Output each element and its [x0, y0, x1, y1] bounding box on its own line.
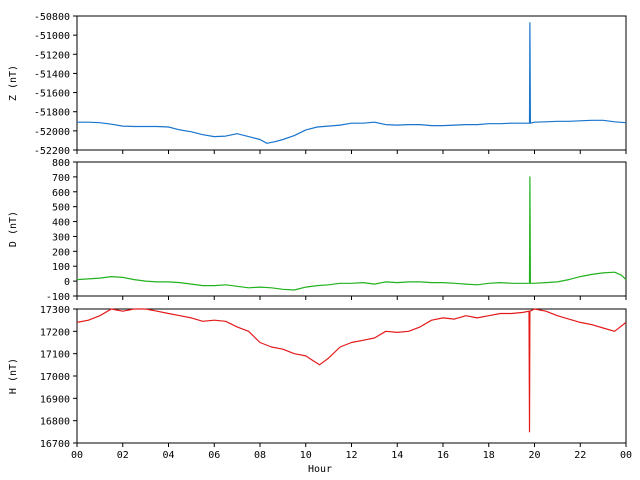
panel-3-y-tick-label: 16800	[40, 417, 70, 428]
panel-1-y-tick-label: -52200	[34, 146, 70, 157]
panel-1-y-axis-label: Z (nT)	[8, 65, 19, 101]
panel-3-y-tick-label: 16700	[40, 439, 70, 450]
panel-1-y-tick-label: -51600	[34, 89, 70, 100]
panel-1-y-tick-label: -51800	[34, 108, 70, 119]
panel-3-y-tick-label: 17000	[40, 372, 70, 383]
panel-3-frame	[76, 308, 627, 444]
x-tick-label: 04	[162, 450, 174, 461]
x-tick-label: 08	[254, 450, 266, 461]
x-tick-label: 14	[391, 450, 403, 461]
panel-2-frame	[76, 161, 627, 297]
x-tick-label: 10	[300, 450, 312, 461]
panel-2-series-line	[76, 176, 627, 291]
panel-2-y-tick-label: 300	[52, 232, 70, 243]
x-tick-label: 00	[71, 450, 83, 461]
panel-3-series-line	[76, 308, 627, 433]
panel-3-y-tick-label: 16900	[40, 394, 70, 405]
panel-1-y-tick-label: -50800	[34, 12, 70, 23]
panel-2-y-tick-label: 800	[52, 158, 70, 169]
panel-2-y-tick-label: 100	[52, 262, 70, 273]
panel-3-y-axis-label: H (nT)	[8, 358, 19, 394]
x-tick-label: 06	[208, 450, 220, 461]
x-tick-label: 02	[117, 450, 129, 461]
panel-2-y-tick-label: 0	[64, 277, 70, 288]
x-tick-label: 12	[345, 450, 357, 461]
panel-2-y-tick-label: 400	[52, 218, 70, 229]
panel-1-y-tick-label: -51400	[34, 69, 70, 80]
panel-2-y-axis-label: D (nT)	[8, 211, 19, 247]
panel-1-y-tick-label: -51200	[34, 50, 70, 61]
panel-2-y-tick-label: 200	[52, 247, 70, 258]
panel-2-y-tick-label: 700	[52, 173, 70, 184]
panel-3-y-tick-label: 17300	[40, 305, 70, 316]
panel-2-y-tick-label: 600	[52, 188, 70, 199]
panel-1-frame	[76, 15, 627, 151]
x-tick-label: 00	[620, 450, 632, 461]
x-axis-label: Hour	[308, 464, 332, 475]
panel-3-y-tick-label: 17200	[40, 327, 70, 338]
panel-1-y-tick-label: -52000	[34, 127, 70, 138]
panel-1-series-line	[77, 22, 627, 144]
x-tick-label: 16	[437, 450, 449, 461]
x-tick-label: 20	[528, 450, 540, 461]
panel-2-y-tick-label: 500	[52, 203, 70, 214]
x-tick-label: 22	[574, 450, 586, 461]
panel-2-y-tick-label: -100	[46, 292, 70, 303]
panel-3-y-tick-label: 17100	[40, 350, 70, 361]
x-tick-label: 18	[483, 450, 495, 461]
panel-1-y-tick-label: -51000	[34, 31, 70, 42]
